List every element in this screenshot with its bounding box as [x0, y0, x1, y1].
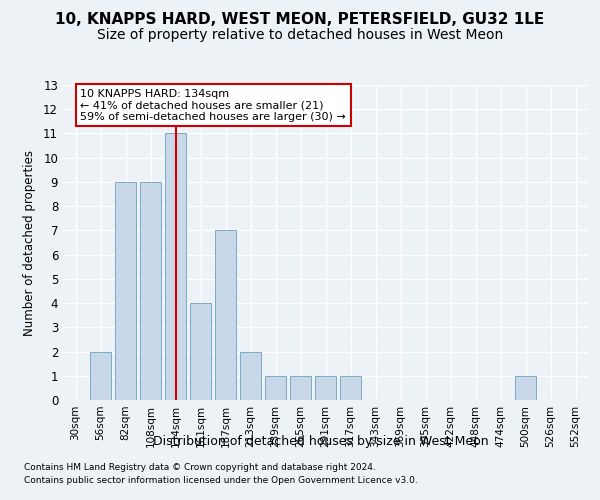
Text: 10, KNAPPS HARD, WEST MEON, PETERSFIELD, GU32 1LE: 10, KNAPPS HARD, WEST MEON, PETERSFIELD,… [55, 12, 545, 28]
Bar [515, 376, 536, 400]
Bar [340, 376, 361, 400]
Bar [215, 230, 236, 400]
Bar [140, 182, 161, 400]
Text: Contains public sector information licensed under the Open Government Licence v3: Contains public sector information licen… [24, 476, 418, 485]
Text: 10 KNAPPS HARD: 134sqm
← 41% of detached houses are smaller (21)
59% of semi-det: 10 KNAPPS HARD: 134sqm ← 41% of detached… [80, 88, 346, 122]
Text: Contains HM Land Registry data © Crown copyright and database right 2024.: Contains HM Land Registry data © Crown c… [24, 462, 376, 471]
Y-axis label: Number of detached properties: Number of detached properties [23, 150, 36, 336]
Text: Size of property relative to detached houses in West Meon: Size of property relative to detached ho… [97, 28, 503, 42]
Text: Distribution of detached houses by size in West Meon: Distribution of detached houses by size … [153, 435, 489, 448]
Bar [315, 376, 336, 400]
Bar [290, 376, 311, 400]
Bar [265, 376, 286, 400]
Bar [240, 352, 261, 400]
Bar [90, 352, 111, 400]
Bar [190, 303, 211, 400]
Bar [115, 182, 136, 400]
Bar [165, 134, 186, 400]
